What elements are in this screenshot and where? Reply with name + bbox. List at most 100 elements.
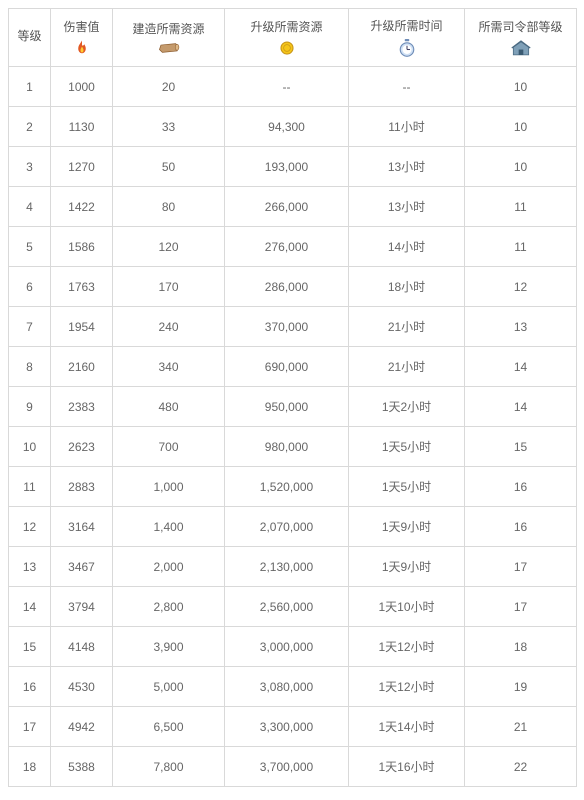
- cell-hq: 11: [465, 187, 577, 227]
- cell-build: 340: [113, 347, 225, 387]
- table-row: 61763170286,00018小时12: [9, 267, 577, 307]
- table-row: 1853887,8003,700,0001天16小时22: [9, 747, 577, 787]
- cell-build: 3,900: [113, 627, 225, 667]
- cell-hq: 10: [465, 67, 577, 107]
- cell-upgrade: 3,000,000: [225, 627, 349, 667]
- cell-time: 1天9小时: [349, 507, 465, 547]
- cell-upgrade: 3,080,000: [225, 667, 349, 707]
- cell-time: 1天2小时: [349, 387, 465, 427]
- cell-hq: 14: [465, 387, 577, 427]
- cell-upgrade: 2,070,000: [225, 507, 349, 547]
- cell-upgrade: 266,000: [225, 187, 349, 227]
- cell-time: 1天5小时: [349, 467, 465, 507]
- cell-time: 1天5小时: [349, 427, 465, 467]
- cell-hq: 17: [465, 587, 577, 627]
- header-time-label: 升级所需时间: [351, 17, 462, 34]
- cell-time: 13小时: [349, 147, 465, 187]
- table-row: 92383480950,0001天2小时14: [9, 387, 577, 427]
- header-build: 建造所需资源: [113, 9, 225, 67]
- table-row: 1645305,0003,080,0001天12小时19: [9, 667, 577, 707]
- cell-time: 14小时: [349, 227, 465, 267]
- cell-level: 6: [9, 267, 51, 307]
- header-level: 等级: [9, 9, 51, 67]
- cell-upgrade: 3,700,000: [225, 747, 349, 787]
- header-row: 等级 伤害值 建造所需资源 升级所需资源 升级所需: [9, 9, 577, 67]
- cell-upgrade: 2,130,000: [225, 547, 349, 587]
- cell-level: 13: [9, 547, 51, 587]
- cell-upgrade: 980,000: [225, 427, 349, 467]
- cell-damage: 1763: [51, 267, 113, 307]
- cell-build: 33: [113, 107, 225, 147]
- cell-hq: 21: [465, 707, 577, 747]
- cell-time: 1天10小时: [349, 587, 465, 627]
- table-row: 211303394,30011小时10: [9, 107, 577, 147]
- table-row: 1334672,0002,130,0001天9小时17: [9, 547, 577, 587]
- header-damage: 伤害值: [51, 9, 113, 67]
- cell-hq: 14: [465, 347, 577, 387]
- cell-damage: 1130: [51, 107, 113, 147]
- cell-build: 6,500: [113, 707, 225, 747]
- cell-level: 14: [9, 587, 51, 627]
- cell-time: 1天12小时: [349, 627, 465, 667]
- cell-damage: 4148: [51, 627, 113, 667]
- cell-build: 170: [113, 267, 225, 307]
- cell-build: 80: [113, 187, 225, 227]
- stats-table: 等级 伤害值 建造所需资源 升级所需资源 升级所需: [8, 8, 577, 787]
- cell-damage: 1270: [51, 147, 113, 187]
- table-row: 82160340690,00021小时14: [9, 347, 577, 387]
- cell-level: 4: [9, 187, 51, 227]
- cell-level: 17: [9, 707, 51, 747]
- cell-level: 10: [9, 427, 51, 467]
- header-upgrade: 升级所需资源: [225, 9, 349, 67]
- cell-build: 700: [113, 427, 225, 467]
- cell-level: 18: [9, 747, 51, 787]
- cell-level: 9: [9, 387, 51, 427]
- table-row: 102623700980,0001天5小时15: [9, 427, 577, 467]
- stopwatch-icon: [398, 38, 416, 58]
- header-time: 升级所需时间: [349, 9, 465, 67]
- cell-hq: 10: [465, 107, 577, 147]
- cell-upgrade: 94,300: [225, 107, 349, 147]
- cell-upgrade: 276,000: [225, 227, 349, 267]
- cell-time: 1天9小时: [349, 547, 465, 587]
- cell-level: 2: [9, 107, 51, 147]
- table-row: 51586120276,00014小时11: [9, 227, 577, 267]
- cell-build: 5,000: [113, 667, 225, 707]
- cell-build: 240: [113, 307, 225, 347]
- cell-hq: 16: [465, 467, 577, 507]
- cell-hq: 12: [465, 267, 577, 307]
- cell-time: --: [349, 67, 465, 107]
- header-level-label: 等级: [11, 27, 48, 44]
- cell-upgrade: --: [225, 67, 349, 107]
- cell-time: 21小时: [349, 307, 465, 347]
- cell-damage: 1954: [51, 307, 113, 347]
- cell-damage: 1422: [51, 187, 113, 227]
- table-row: 3127050193,00013小时10: [9, 147, 577, 187]
- cell-build: 7,800: [113, 747, 225, 787]
- table-row: 1749426,5003,300,0001天14小时21: [9, 707, 577, 747]
- cell-time: 1天14小时: [349, 707, 465, 747]
- cell-upgrade: 2,560,000: [225, 587, 349, 627]
- header-hq-label: 所需司令部等级: [467, 18, 574, 35]
- cell-damage: 3164: [51, 507, 113, 547]
- cell-level: 7: [9, 307, 51, 347]
- cell-build: 1,400: [113, 507, 225, 547]
- cell-damage: 2883: [51, 467, 113, 507]
- gold-icon: [278, 39, 296, 57]
- cell-hq: 11: [465, 227, 577, 267]
- cell-level: 3: [9, 147, 51, 187]
- cell-build: 120: [113, 227, 225, 267]
- cell-level: 1: [9, 67, 51, 107]
- cell-time: 13小时: [349, 187, 465, 227]
- table-row: 1231641,4002,070,0001天9小时16: [9, 507, 577, 547]
- header-upgrade-label: 升级所需资源: [227, 18, 346, 35]
- table-row: 71954240370,00021小时13: [9, 307, 577, 347]
- cell-build: 20: [113, 67, 225, 107]
- cell-time: 1天12小时: [349, 667, 465, 707]
- cell-hq: 15: [465, 427, 577, 467]
- cell-build: 2,800: [113, 587, 225, 627]
- cell-level: 5: [9, 227, 51, 267]
- cell-hq: 22: [465, 747, 577, 787]
- cell-build: 1,000: [113, 467, 225, 507]
- cell-build: 2,000: [113, 547, 225, 587]
